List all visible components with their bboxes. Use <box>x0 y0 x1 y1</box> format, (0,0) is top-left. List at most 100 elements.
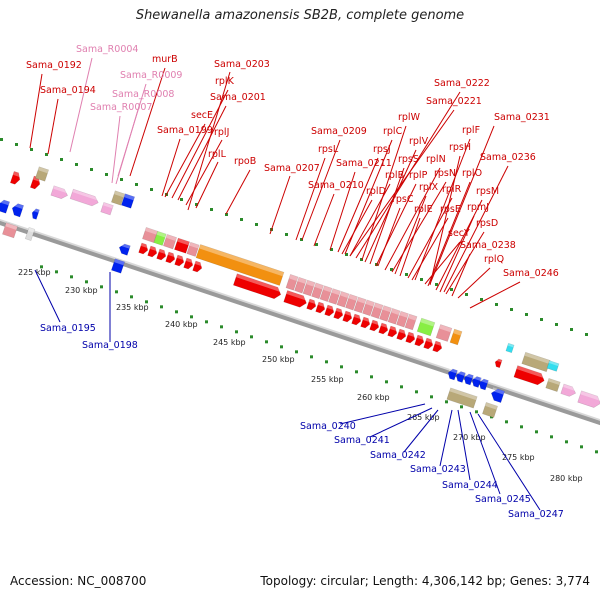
tick-label: 230 kbp <box>65 286 98 295</box>
gene-leader-line <box>439 215 475 293</box>
inner-tick-mark <box>370 375 373 379</box>
gene-label: Sama_R0004 <box>76 44 138 55</box>
inner-tick-mark <box>355 370 358 374</box>
gene-label: rpsS <box>398 154 419 165</box>
inner-tick-mark <box>475 410 478 414</box>
inner-tick-mark <box>340 365 343 369</box>
tick-label: 265 kbp <box>407 413 440 422</box>
cds-feature <box>336 291 350 308</box>
cds-feature <box>494 358 503 369</box>
gene-leader-line <box>129 67 166 177</box>
gene-leader-line <box>337 157 379 253</box>
inner-tick-mark <box>130 295 133 299</box>
cds-feature <box>302 279 316 297</box>
tick-label: 275 kbp <box>502 453 535 462</box>
gene-leader-line <box>195 161 219 209</box>
cds-feature <box>546 360 560 372</box>
gene-leader-line <box>313 193 335 247</box>
gene-label: Sama_0244 <box>442 480 498 491</box>
outer-tick-mark <box>120 178 123 181</box>
outer-tick-mark <box>480 298 483 301</box>
cds-feature <box>110 190 126 206</box>
cds-feature <box>404 313 418 331</box>
tick-label: 245 kbp <box>213 338 246 347</box>
accession-text: Accession: NC_008700 <box>10 574 147 588</box>
gene-leader-line <box>414 138 471 281</box>
outer-tick-mark <box>540 318 543 321</box>
cds-feature <box>31 207 40 220</box>
gene-label: rpsE <box>440 204 461 215</box>
gene-leader-line <box>177 105 227 201</box>
cds-feature <box>455 370 466 383</box>
gene-label: Sama_0243 <box>410 464 466 475</box>
cds-feature <box>396 310 409 328</box>
tick-label: 280 kbp <box>550 474 583 483</box>
cds-feature <box>174 254 186 267</box>
gene-leader-line <box>369 407 433 438</box>
gene-label: Sama_0247 <box>508 509 564 520</box>
gene-leader-line <box>341 199 373 255</box>
outer-tick-mark <box>255 223 258 226</box>
gene-label: Sama_R0008 <box>112 89 174 100</box>
gene-leader-line <box>295 157 326 241</box>
gene-label: rplL <box>208 149 227 160</box>
cds-feature <box>110 258 126 274</box>
cds-feature <box>186 241 200 257</box>
gene-leader-line <box>111 115 121 184</box>
outer-tick-mark <box>90 168 93 171</box>
outer-tick-mark <box>360 258 363 261</box>
gene-leader-line <box>399 217 421 277</box>
gene-label: Sama_0210 <box>308 180 364 191</box>
gene-leader-line <box>329 171 356 251</box>
gene-leader-line <box>391 181 447 273</box>
gene-leader-line <box>34 269 61 323</box>
cds-feature <box>513 365 547 386</box>
inner-tick-mark <box>400 385 403 389</box>
cds-feature <box>174 237 190 254</box>
gene-label: rplN <box>426 154 446 165</box>
cds-feature <box>478 377 489 391</box>
cds-feature <box>283 290 309 308</box>
outer-tick-mark <box>105 173 108 176</box>
gene-leader-line <box>29 73 43 149</box>
gene-leader-line <box>469 411 501 495</box>
cds-feature <box>29 175 42 190</box>
inner-tick-mark <box>385 380 388 384</box>
cds-feature <box>34 166 50 182</box>
cds-feature <box>294 276 307 294</box>
rna-feature <box>100 201 114 216</box>
outer-tick-mark <box>585 333 588 336</box>
inner-tick-mark <box>580 445 583 449</box>
gene-leader-line <box>429 155 461 286</box>
outer-tick-mark <box>525 313 528 316</box>
gene-leader-line <box>187 71 231 211</box>
gene-leader-line <box>424 241 461 285</box>
gene-label: rplP <box>409 170 428 181</box>
inner-tick-mark <box>175 310 178 314</box>
cds-feature <box>360 316 372 329</box>
cds-feature <box>24 226 36 242</box>
gene-label: rplQ <box>484 254 504 265</box>
outer-tick-mark <box>225 213 228 216</box>
gene-leader-line <box>435 199 483 291</box>
gene-label: Sama_0209 <box>311 126 367 137</box>
inner-tick-mark <box>595 450 598 454</box>
tick-label: 225 kbp <box>18 268 51 277</box>
gene-leader-line <box>384 167 441 271</box>
cds-feature <box>435 324 453 342</box>
inner-tick-mark <box>265 340 268 344</box>
gene-label: rplB <box>385 170 404 181</box>
gene-label: rpsD <box>476 218 498 229</box>
cds-feature <box>351 313 363 326</box>
backbone-line <box>0 220 600 426</box>
gene-leader-line <box>427 181 471 287</box>
cds-feature <box>319 285 333 302</box>
tick-label: 270 kbp <box>453 433 486 442</box>
outer-tick-mark <box>315 243 318 246</box>
outer-tick-mark <box>330 248 333 251</box>
gene-label: Sama_0222 <box>434 78 490 89</box>
gene-leader-line <box>339 403 426 425</box>
tick-label: 255 kbp <box>311 375 344 384</box>
gene-label: rpsH <box>449 142 471 153</box>
